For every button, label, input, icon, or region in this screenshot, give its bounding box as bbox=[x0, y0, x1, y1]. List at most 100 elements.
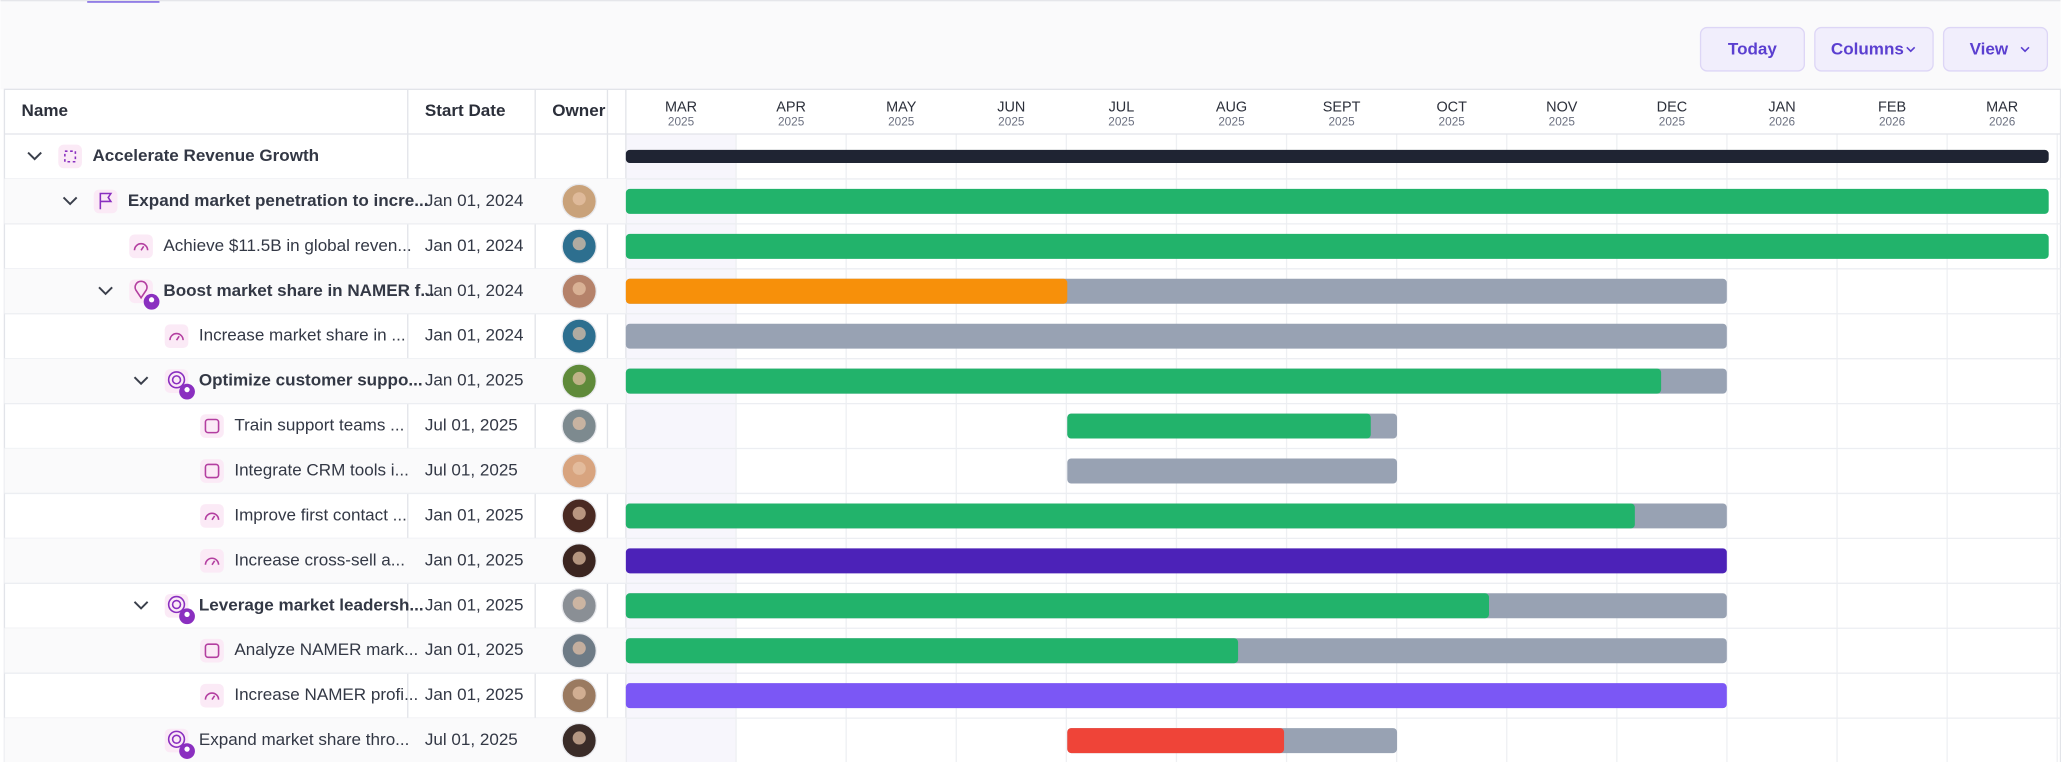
timeline-bar[interactable] bbox=[625, 233, 2049, 259]
chevron-icon bbox=[1906, 46, 1916, 53]
item-icon bbox=[200, 459, 224, 483]
timeline-bar[interactable] bbox=[625, 323, 1727, 349]
timeline-bar[interactable] bbox=[1067, 413, 1371, 439]
item-icon bbox=[164, 324, 189, 349]
item-icon bbox=[200, 414, 224, 438]
avatar-face bbox=[572, 461, 586, 475]
item-name[interactable]: Increase market share in ... bbox=[199, 326, 406, 345]
item-icon bbox=[200, 504, 224, 528]
owner-badge-head bbox=[184, 611, 190, 617]
button-label[interactable]: Today bbox=[1728, 39, 1777, 58]
icon-glyph bbox=[167, 730, 186, 748]
row-stripe bbox=[4, 358, 626, 404]
column-header[interactable]: Owner bbox=[552, 101, 605, 120]
start-date: Jul 01, 2025 bbox=[425, 461, 518, 480]
month-label: NOV bbox=[1546, 100, 1578, 116]
button-label[interactable]: Columns bbox=[1831, 39, 1904, 58]
item-name[interactable]: Optimize customer suppo... bbox=[199, 371, 423, 390]
timeline-bar[interactable] bbox=[1067, 458, 1398, 484]
timeline-bar[interactable] bbox=[625, 503, 1635, 529]
owner-badge-head bbox=[184, 746, 190, 752]
month-label: JUL bbox=[1109, 100, 1135, 116]
timeline-bar[interactable] bbox=[625, 188, 2049, 214]
chevron-icon bbox=[2020, 46, 2030, 53]
item-name[interactable]: Leverage market leadersh... bbox=[199, 595, 424, 614]
month-label: DEC bbox=[1657, 100, 1687, 116]
month-label: MAR bbox=[665, 100, 697, 116]
item-name[interactable]: Improve first contact ... bbox=[234, 505, 407, 524]
toolbar-button[interactable] bbox=[1814, 26, 1934, 72]
avatar-face bbox=[572, 506, 586, 520]
owner-badge-head bbox=[148, 297, 155, 303]
month-label: FEB bbox=[1878, 100, 1906, 116]
item-name[interactable]: Boost market share in NAMER f... bbox=[163, 281, 434, 300]
item-icon bbox=[200, 683, 224, 708]
expand-toggle[interactable] bbox=[62, 196, 78, 206]
item-icon bbox=[200, 638, 224, 663]
item-icon bbox=[58, 144, 82, 169]
icon-glyph bbox=[204, 512, 220, 521]
item-name[interactable]: Train support teams ... bbox=[234, 416, 404, 435]
start-date: Jan 01, 2024 bbox=[425, 326, 524, 345]
row-stripe bbox=[4, 538, 626, 584]
start-date: Jan 01, 2024 bbox=[425, 281, 524, 300]
start-date: Jan 01, 2025 bbox=[425, 640, 524, 659]
row-stripe bbox=[4, 718, 626, 762]
year-label: 2025 bbox=[1218, 114, 1245, 128]
item-name[interactable]: Accelerate Revenue Growth bbox=[92, 146, 319, 165]
avatar-face bbox=[572, 686, 586, 700]
item-name[interactable]: Achieve $11.5B in global reven... bbox=[163, 236, 411, 255]
icon-glyph bbox=[134, 280, 148, 300]
year-label: 2026 bbox=[1879, 114, 1906, 128]
timeline-bar[interactable] bbox=[1067, 728, 1285, 754]
avatar-face bbox=[572, 596, 586, 610]
column-header[interactable]: Start Date bbox=[425, 101, 506, 120]
icon-glyph bbox=[204, 692, 220, 701]
item-icon bbox=[129, 234, 153, 259]
timeline-bar[interactable] bbox=[625, 638, 1239, 664]
timeline-bar[interactable] bbox=[625, 149, 2049, 164]
avatar-face bbox=[572, 731, 586, 745]
month-label: OCT bbox=[1436, 100, 1467, 116]
owner-badge-head bbox=[184, 387, 190, 393]
toolbar-button[interactable] bbox=[1942, 26, 2049, 72]
year-label: 2025 bbox=[998, 114, 1025, 128]
item-name[interactable]: Expand market penetration to incre... bbox=[128, 191, 429, 210]
button-label[interactable]: View bbox=[1970, 39, 2009, 58]
timeline-bar[interactable] bbox=[625, 683, 1727, 709]
month-label: AUG bbox=[1216, 100, 1247, 116]
start-date: Jan 01, 2025 bbox=[425, 505, 524, 524]
avatar-face bbox=[572, 371, 586, 386]
avatar-face bbox=[572, 192, 586, 206]
avatar-face bbox=[572, 551, 586, 565]
item-name[interactable]: Integrate CRM tools i... bbox=[234, 461, 408, 480]
timeline-bar[interactable] bbox=[625, 278, 1068, 304]
month-label: JUN bbox=[997, 100, 1025, 116]
start-date: Jul 01, 2025 bbox=[425, 416, 518, 435]
expand-toggle[interactable] bbox=[27, 151, 42, 161]
item-name[interactable]: Expand market share thro... bbox=[199, 730, 410, 749]
item-name[interactable]: Increase NAMER profi... bbox=[234, 685, 418, 704]
expand-toggle[interactable] bbox=[133, 376, 149, 386]
timeline-bar[interactable] bbox=[625, 548, 1727, 574]
year-label: 2025 bbox=[888, 114, 915, 128]
column-header[interactable]: Name bbox=[22, 101, 68, 120]
expand-toggle[interactable] bbox=[98, 286, 113, 296]
toolbar-button[interactable] bbox=[1699, 26, 1805, 72]
item-name[interactable]: Increase cross-sell a... bbox=[234, 550, 405, 569]
icon-glyph bbox=[204, 418, 220, 434]
year-label: 2025 bbox=[1659, 114, 1686, 128]
year-label: 2026 bbox=[1769, 114, 1796, 128]
expand-toggle[interactable] bbox=[133, 601, 149, 610]
start-date: Jan 01, 2025 bbox=[425, 550, 524, 569]
timeline-bar[interactable] bbox=[625, 368, 1662, 394]
month-label: MAY bbox=[886, 100, 917, 116]
start-date: Jan 01, 2024 bbox=[425, 236, 524, 255]
start-date: Jul 01, 2025 bbox=[425, 730, 518, 749]
year-label: 2025 bbox=[778, 114, 805, 128]
month-label: APR bbox=[776, 100, 806, 116]
item-name[interactable]: Analyze NAMER mark... bbox=[234, 640, 418, 659]
timeline-bar[interactable] bbox=[625, 593, 1490, 619]
icon-glyph bbox=[167, 371, 186, 389]
